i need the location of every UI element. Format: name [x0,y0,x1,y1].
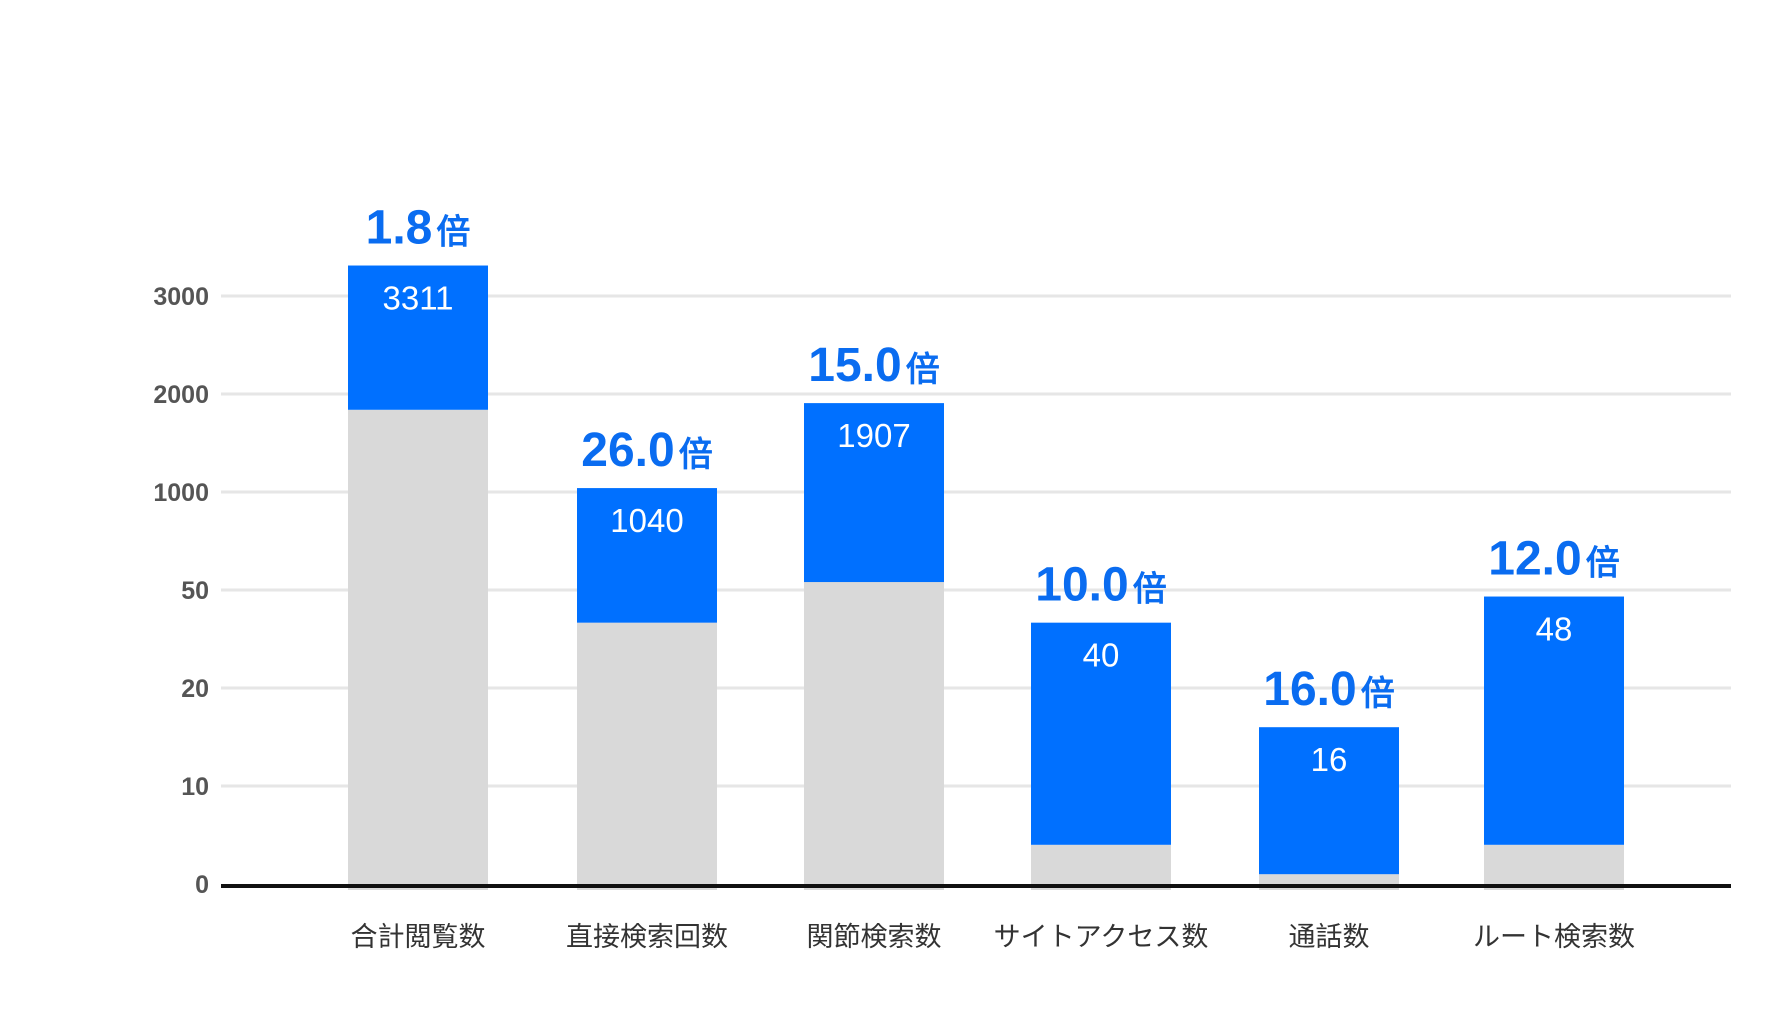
y-tick-label: 1000 [153,479,209,507]
bar-after [348,265,488,410]
data-label: 3311 [383,280,454,317]
x-category-label: ルート検索数 [1473,922,1635,953]
y-tick-label: 20 [181,675,209,703]
multiplier-label: 26.0 倍 [581,424,712,477]
bar-after [1259,727,1399,875]
y-tick-label: 50 [181,577,209,605]
bar-after [804,403,944,583]
x-category-label: 通話数 [1289,922,1370,953]
y-tick-label: 3000 [153,283,209,311]
x-category-label: 関節検索数 [807,922,942,953]
multiplier-label: 12.0 倍 [1488,533,1619,586]
x-category-label: 合計閲覧数 [351,922,486,953]
x-category-label: 直接検索回数 [566,922,728,953]
bar-after [1031,622,1171,845]
data-label: 1040 [610,502,683,539]
bar-before [804,582,944,890]
bar-before [348,409,488,890]
multiplier-label: 16.0 倍 [1263,663,1394,716]
multiplier-label: 10.0 倍 [1035,559,1166,612]
data-label: 40 [1083,637,1120,674]
data-label: 48 [1536,611,1573,648]
multiplier-label: 1.8 倍 [366,202,471,255]
x-category-label: サイトアクセス数 [994,922,1209,953]
data-label: 16 [1311,741,1348,778]
y-tick-label: 10 [181,773,209,801]
bar-after [1484,596,1624,845]
bar-before [1484,844,1624,890]
y-tick-label: 0 [195,871,209,899]
bar-before [1031,844,1171,890]
bar-after [577,488,717,623]
y-tick-label: 2000 [153,381,209,409]
bar-before [577,622,717,890]
multiplier-label: 15.0 倍 [808,339,939,392]
data-label: 1907 [837,417,910,454]
